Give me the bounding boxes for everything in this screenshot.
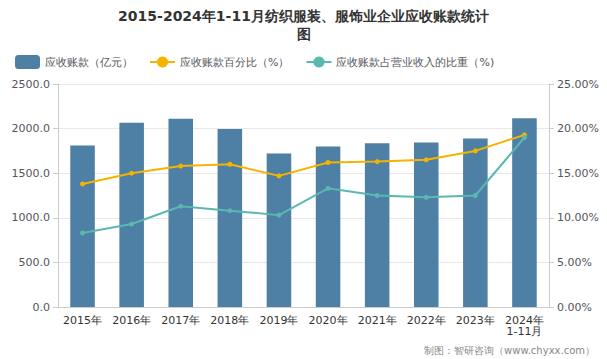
svg-text:2015-2024年1-11月纺织服装、服饰业企业应收账款统: 2015-2024年1-11月纺织服装、服饰业企业应收账款统计 (118, 8, 489, 24)
svg-text:1000.0: 1000.0 (12, 211, 51, 224)
svg-text:10.00%: 10.00% (557, 211, 599, 224)
svg-text:0.00%: 0.00% (557, 301, 592, 314)
svg-text:2024年: 2024年 (505, 314, 544, 327)
svg-text:图: 图 (297, 26, 311, 42)
svg-text:1500.0: 1500.0 (12, 167, 51, 180)
svg-text:1-11月: 1-11月 (506, 325, 542, 338)
svg-text:制图：智研咨询（www.chyxx.com）: 制图：智研咨询（www.chyxx.com） (424, 345, 595, 356)
svg-text:应收账款占营业收入的比重（%): 应收账款占营业收入的比重（%) (336, 56, 494, 69)
svg-text:2018年: 2018年 (210, 314, 249, 327)
svg-text:5.00%: 5.00% (557, 256, 592, 269)
svg-text:20.00%: 20.00% (557, 122, 599, 135)
svg-text:500.0: 500.0 (19, 256, 51, 269)
svg-text:2020年: 2020年 (309, 314, 348, 327)
svg-text:2019年: 2019年 (259, 314, 298, 327)
svg-text:25.00%: 25.00% (557, 78, 599, 91)
svg-text:应收账款百分比（%）: 应收账款百分比（%） (180, 56, 289, 69)
svg-text:2016年: 2016年 (112, 314, 151, 327)
svg-text:2017年: 2017年 (161, 314, 200, 327)
svg-text:15.00%: 15.00% (557, 167, 599, 180)
svg-text:2021年: 2021年 (358, 314, 397, 327)
svg-text:0.0: 0.0 (33, 301, 51, 314)
svg-text:2015年: 2015年 (63, 314, 102, 327)
svg-text:2000.0: 2000.0 (12, 122, 51, 135)
svg-text:2022年: 2022年 (407, 314, 446, 327)
svg-text:应收账款（亿元）: 应收账款（亿元） (45, 56, 133, 69)
svg-text:2023年: 2023年 (456, 314, 495, 327)
svg-text:2500.0: 2500.0 (12, 78, 51, 91)
